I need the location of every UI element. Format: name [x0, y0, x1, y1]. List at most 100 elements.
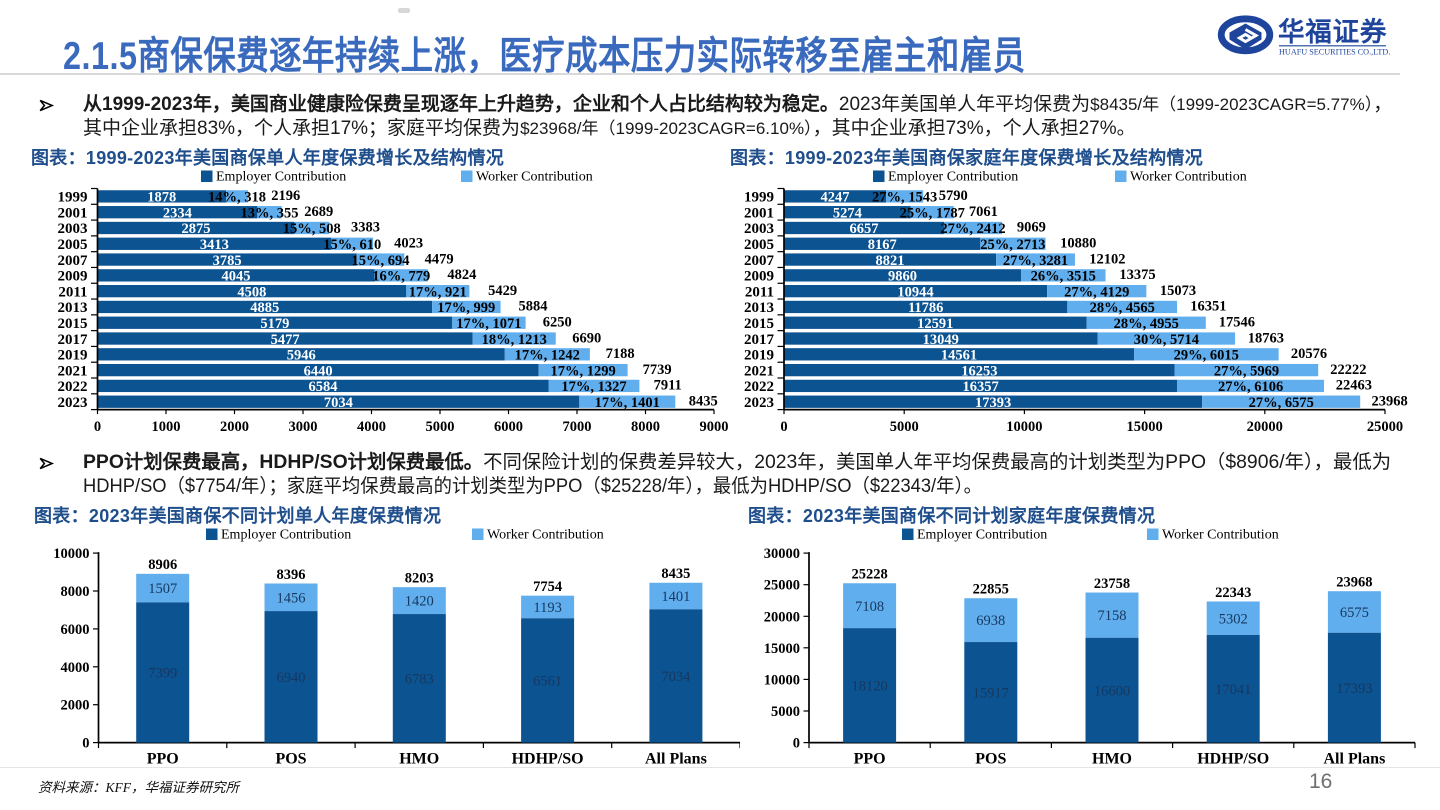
svg-text:1999: 1999 — [744, 190, 774, 206]
svg-text:2019: 2019 — [744, 348, 774, 364]
svg-text:8203: 8203 — [405, 571, 434, 587]
svg-text:HUAFU SECURITIES CO.,LTD.: HUAFU SECURITIES CO.,LTD. — [1279, 48, 1390, 57]
svg-text:16253: 16253 — [961, 363, 997, 379]
svg-text:2001: 2001 — [58, 205, 88, 221]
svg-text:2003: 2003 — [58, 221, 88, 237]
svg-text:7158: 7158 — [1098, 608, 1127, 624]
svg-text:1000: 1000 — [152, 419, 181, 435]
svg-text:华福证券: 华福证券 — [1278, 17, 1387, 47]
svg-text:HDHP/SO: HDHP/SO — [512, 751, 584, 768]
svg-text:17%, 1327: 17%, 1327 — [561, 379, 626, 395]
svg-text:5274: 5274 — [833, 205, 862, 221]
svg-text:0: 0 — [793, 736, 800, 752]
svg-text:8167: 8167 — [868, 237, 897, 253]
svg-text:5884: 5884 — [519, 299, 548, 315]
svg-text:23968: 23968 — [1372, 394, 1408, 410]
svg-text:26%, 3515: 26%, 3515 — [1031, 269, 1096, 285]
svg-text:7034: 7034 — [661, 669, 691, 685]
svg-text:10880: 10880 — [1060, 236, 1096, 252]
svg-text:2007: 2007 — [744, 253, 775, 269]
svg-text:5179: 5179 — [260, 316, 289, 332]
svg-text:PPO: PPO — [147, 751, 179, 768]
svg-text:16351: 16351 — [1190, 299, 1226, 315]
svg-text:POS: POS — [275, 751, 306, 768]
svg-text:22463: 22463 — [1336, 378, 1372, 394]
svg-text:1507: 1507 — [148, 581, 177, 597]
svg-text:2023: 2023 — [58, 395, 88, 411]
svg-text:5000: 5000 — [771, 704, 800, 720]
svg-text:15073: 15073 — [1160, 283, 1196, 299]
svg-text:5000: 5000 — [426, 419, 455, 435]
svg-text:22343: 22343 — [1215, 585, 1251, 601]
svg-text:10000: 10000 — [1006, 419, 1042, 435]
svg-text:All Plans: All Plans — [645, 751, 707, 768]
svg-text:Employer Contribution: Employer Contribution — [888, 170, 1018, 185]
svg-text:27%, 3281: 27%, 3281 — [1003, 253, 1068, 269]
svg-text:5302: 5302 — [1219, 611, 1248, 627]
svg-text:2000: 2000 — [61, 698, 90, 714]
svg-text:7399: 7399 — [148, 666, 177, 682]
svg-text:18%, 1213: 18%, 1213 — [482, 332, 547, 348]
svg-text:8435: 8435 — [661, 566, 690, 582]
svg-text:14561: 14561 — [941, 348, 977, 364]
svg-text:16600: 16600 — [1094, 683, 1130, 699]
svg-text:11786: 11786 — [908, 300, 943, 316]
svg-text:2005: 2005 — [744, 237, 774, 253]
svg-text:8435: 8435 — [689, 394, 718, 410]
svg-text:9000: 9000 — [700, 419, 729, 435]
svg-text:2013: 2013 — [744, 300, 774, 316]
svg-text:17%, 1242: 17%, 1242 — [515, 348, 580, 364]
svg-text:2001: 2001 — [744, 205, 774, 221]
svg-text:16357: 16357 — [962, 379, 998, 395]
svg-text:Worker Contribution: Worker Contribution — [1130, 170, 1247, 185]
svg-text:9069: 9069 — [1017, 220, 1046, 236]
svg-text:2334: 2334 — [163, 205, 192, 221]
svg-text:29%, 6015: 29%, 6015 — [1174, 348, 1239, 364]
svg-text:POS: POS — [975, 751, 1006, 768]
svg-text:17393: 17393 — [975, 395, 1011, 411]
svg-text:0: 0 — [780, 419, 787, 435]
svg-text:15%, 508: 15%, 508 — [283, 221, 341, 237]
svg-text:6938: 6938 — [976, 613, 1005, 629]
svg-text:14%, 318: 14%, 318 — [208, 190, 266, 206]
svg-text:1878: 1878 — [147, 190, 176, 206]
svg-text:Worker Contribution: Worker Contribution — [487, 528, 604, 543]
svg-text:22855: 22855 — [973, 582, 1009, 598]
svg-text:3785: 3785 — [213, 253, 242, 269]
svg-text:8906: 8906 — [148, 557, 177, 573]
svg-text:25000: 25000 — [764, 578, 800, 594]
svg-text:2021: 2021 — [744, 363, 774, 379]
svg-text:25%, 1787: 25%, 1787 — [900, 205, 965, 221]
svg-text:8396: 8396 — [277, 567, 306, 583]
svg-text:7108: 7108 — [855, 599, 884, 615]
svg-text:5946: 5946 — [287, 348, 316, 364]
svg-text:2021: 2021 — [58, 363, 88, 379]
svg-text:2196: 2196 — [271, 188, 300, 204]
svg-text:2011: 2011 — [58, 284, 87, 300]
svg-text:22222: 22222 — [1330, 362, 1366, 378]
svg-text:25%, 2713: 25%, 2713 — [980, 237, 1045, 253]
svg-text:6783: 6783 — [405, 671, 434, 687]
svg-text:20000: 20000 — [1247, 419, 1283, 435]
svg-text:2011: 2011 — [745, 284, 774, 300]
svg-text:16%, 779: 16%, 779 — [372, 269, 430, 285]
svg-text:6584: 6584 — [309, 379, 338, 395]
svg-text:4000: 4000 — [357, 419, 386, 435]
svg-text:28%, 4955: 28%, 4955 — [1114, 316, 1179, 332]
svg-text:7188: 7188 — [606, 346, 635, 362]
svg-text:HMO: HMO — [1092, 751, 1132, 768]
svg-text:0: 0 — [94, 419, 101, 435]
svg-text:13%, 355: 13%, 355 — [241, 205, 299, 221]
svg-text:6440: 6440 — [304, 363, 333, 379]
svg-text:0: 0 — [82, 736, 89, 752]
svg-text:27%, 1543: 27%, 1543 — [872, 190, 937, 206]
svg-text:Employer Contribution: Employer Contribution — [216, 170, 346, 185]
svg-text:10000: 10000 — [764, 672, 800, 688]
svg-text:6000: 6000 — [494, 419, 523, 435]
svg-text:1456: 1456 — [277, 590, 306, 606]
svg-text:4479: 4479 — [425, 251, 454, 267]
svg-text:10000: 10000 — [53, 546, 89, 562]
svg-text:2000: 2000 — [220, 419, 249, 435]
svg-text:25000: 25000 — [1367, 419, 1403, 435]
svg-text:23758: 23758 — [1094, 576, 1130, 592]
